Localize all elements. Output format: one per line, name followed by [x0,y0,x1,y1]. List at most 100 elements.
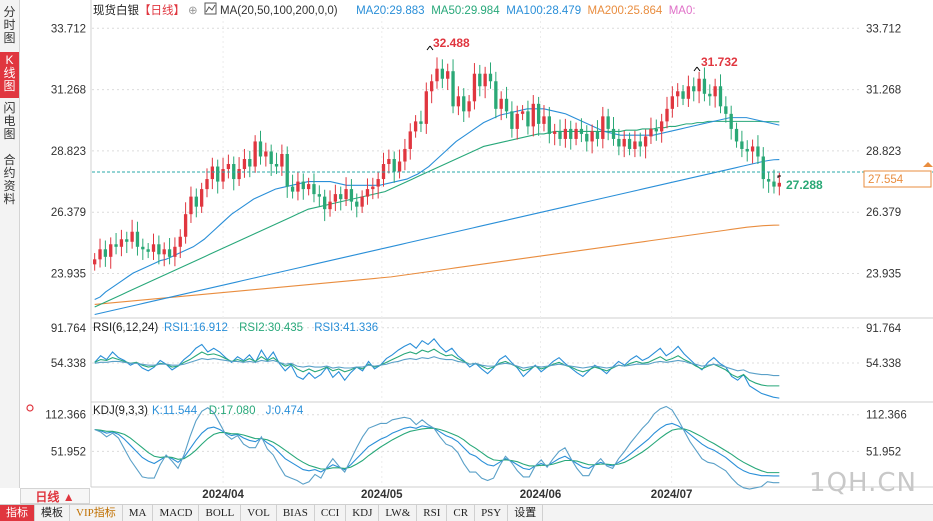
candle-body [141,246,145,250]
candle-body [210,166,215,180]
candle-body [339,194,343,200]
candle-body [472,73,477,102]
candle-body [135,231,140,247]
toolbar-item-4[interactable]: MACD [153,505,200,521]
candle-body [317,194,321,197]
toolbar-item-2[interactable]: VIP指标 [70,505,123,521]
candle-body [408,131,412,149]
low-marker [777,175,781,178]
toolbar-item-13[interactable]: PSY [475,505,509,521]
candle-body [483,73,487,87]
candle-body [606,116,610,129]
candle-body [109,244,113,257]
candle-body [264,151,268,157]
toolbar-item-6[interactable]: VOL [241,505,277,521]
rsi-ytick-left: 54.338 [51,358,86,370]
chart-frame [90,0,933,488]
toolbar-item-9[interactable]: KDJ [346,505,380,521]
candle-body [130,231,134,242]
main-legend-item: MA50:29.984 [431,5,500,17]
watermark: 1QH.CN [809,468,917,498]
candle-body [183,214,188,237]
candle-body [692,86,696,92]
rsi-ytick-right: 91.764 [866,323,902,335]
toolbar-item-10[interactable]: LW& [379,505,418,521]
rsi-legend-item: RSI3:41.336 [314,322,378,334]
candle-body [419,121,423,124]
main-ytick-left: 26.379 [51,207,86,219]
candle-body [178,236,182,247]
candle-body [494,81,498,109]
toolbar-item-8[interactable]: CCI [315,505,347,521]
rsi-legend-item: RSI1:16.912 [164,322,228,334]
candle-body [499,98,503,109]
candle-body [114,244,118,247]
candle-body [280,153,284,167]
main-ytick-right: 28.823 [866,146,901,158]
candle-body [633,141,637,149]
settings-icon[interactable]: ⊕ [188,5,198,17]
candle-body [440,68,445,79]
candle-body [579,128,584,134]
candle-body [301,181,305,190]
kdj-legend-item: D:17.080 [209,405,256,417]
high-marker [426,45,434,51]
rsi-title: RSI(6,12,24) [93,322,158,334]
toolbar-item-7[interactable]: BIAS [277,505,315,521]
candle-body [205,179,209,190]
candle-body [729,113,733,129]
candle-body [306,184,311,190]
sidebar-item-2[interactable]: 闪电图 [3,101,16,141]
candle-body [488,73,493,82]
candle-body [435,68,439,82]
toolbar-item-3[interactable]: MA [123,505,154,521]
main-ytick-left: 31.268 [51,85,86,97]
candle-body [446,71,450,79]
sidebar-item-3[interactable]: 合约资料 [3,153,16,206]
kdj-legend-item: J:0.474 [266,405,304,417]
rsi-line-RSI2 [94,348,780,387]
candle-body [269,151,273,165]
toolbar-item-14[interactable]: 设置 [508,505,544,521]
candle-body [125,239,129,242]
candle-body [248,159,252,167]
candle-body [424,91,428,124]
candle-body [697,78,701,92]
candle-body [713,86,717,97]
sidebar-item-0[interactable]: 分时图 [3,5,16,45]
toolbar-item-1[interactable]: 模板 [35,505,70,521]
kdj-ytick-right: 51.952 [866,446,901,458]
rsi-legend-item: RSI2:30.435 [239,322,303,334]
candle-body [253,141,257,167]
candle-body [360,196,364,207]
candle-body [467,101,471,112]
candle-body [199,189,204,207]
sidebar: 分时图 K线图闪电图合约资料 [0,0,20,488]
candle-body [456,96,461,107]
kdj-legend-item: K:11.544 [152,405,198,417]
sidebar-item-1[interactable]: K线图 [0,52,19,98]
candle-body [403,148,407,162]
main-ytick-right: 31.268 [866,85,901,97]
candle-body [724,106,728,114]
axes-text: 33.712 33.712 31.268 31.268 28.823 28.823 26.3… [45,23,906,501]
kdj-sun-icon[interactable] [26,404,34,412]
candle-body [515,113,519,129]
candle-body [333,194,338,202]
candle-body [242,159,247,170]
period-button[interactable]: 日线 ▲ [20,488,90,504]
candle-body [649,128,653,137]
toolbar-item-11[interactable]: RSI [417,505,448,521]
candle-body [510,111,514,129]
rsi-line-RSI1 [94,338,780,399]
candle-body [312,184,316,195]
toolbar-item-5[interactable]: BOLL [199,505,242,521]
rsi-line-RSI3 [94,356,780,377]
toolbar-item-0[interactable]: 指标 [0,505,35,521]
candle-body [478,73,482,87]
main-ytick-right: 23.935 [866,268,901,280]
toolbar-item-12[interactable]: CR [447,505,476,521]
candle-body [643,136,648,147]
main-legend: MA(20,50,100,200,0,0) MA20:29.883 MA50:29.… [220,5,696,17]
candle-body [536,103,541,124]
